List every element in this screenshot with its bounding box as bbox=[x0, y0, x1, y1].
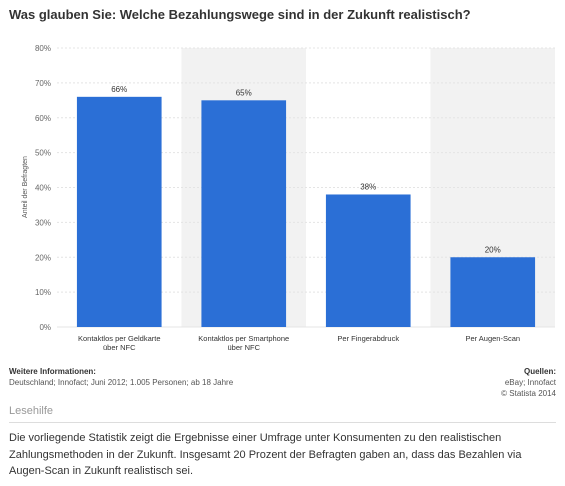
x-axis-labels: Kontaktlos per Geldkarte über NFC Kontaktl… bbox=[78, 334, 520, 352]
sources: Quellen: eBay; Innofact © Statista 2014 bbox=[501, 366, 556, 399]
sources-title: Quellen: bbox=[523, 367, 556, 376]
y-tick-label: 10% bbox=[35, 288, 51, 297]
x-tick-label: Kontaktlos per Geldkarte über NFC bbox=[78, 334, 161, 352]
bar bbox=[450, 257, 536, 327]
y-tick-label: 70% bbox=[35, 79, 51, 88]
further-info-title: Weitere Informationen: bbox=[9, 367, 96, 376]
data-label: 66% bbox=[111, 85, 127, 94]
further-info-text: Deutschland; Innofact; Juni 2012; 1.005 … bbox=[9, 378, 234, 387]
data-label: 38% bbox=[360, 182, 376, 191]
y-axis-ticks: 0% 10% 20% 30% 40% 50% 60% 70% 80% bbox=[35, 44, 51, 332]
x-tick-label: Per Fingerabdruck bbox=[337, 334, 399, 343]
bar bbox=[325, 194, 411, 327]
data-label: 65% bbox=[236, 88, 252, 97]
y-axis-title: Anteil der Befragten bbox=[22, 156, 29, 218]
bar-chart: 0% 10% 20% 30% 40% 50% 60% 70% 80% Anteil der Be… bbox=[22, 44, 555, 352]
y-tick-label: 50% bbox=[35, 149, 51, 158]
bar bbox=[76, 96, 162, 327]
further-info: Weitere Informationen: Deutschland; Inno… bbox=[9, 366, 233, 388]
bars bbox=[76, 96, 536, 327]
copyright-line: © Statista 2014 bbox=[501, 389, 556, 398]
y-tick-label: 80% bbox=[35, 44, 51, 53]
data-label: 20% bbox=[485, 245, 501, 254]
y-tick-label: 0% bbox=[39, 323, 51, 332]
x-tick-label: Per Augen-Scan bbox=[465, 334, 520, 343]
data-labels: 66% 65% 38% 20% bbox=[111, 85, 501, 254]
chart-title: Was glauben Sie: Welche Bezahlungswege s… bbox=[9, 7, 471, 22]
divider bbox=[9, 422, 556, 423]
x-tick-label: Kontaktlos per Smartphone über NFC bbox=[198, 334, 289, 352]
bar bbox=[201, 100, 287, 327]
y-tick-label: 20% bbox=[35, 253, 51, 262]
lesehilfe-text: Die vorliegende Statistik zeigt die Erge… bbox=[9, 432, 522, 477]
y-tick-label: 40% bbox=[35, 184, 51, 193]
y-tick-label: 60% bbox=[35, 114, 51, 123]
source-line: eBay; Innofact bbox=[504, 378, 556, 387]
lesehilfe-title: Lesehilfe bbox=[9, 405, 54, 417]
y-tick-label: 30% bbox=[35, 218, 51, 227]
